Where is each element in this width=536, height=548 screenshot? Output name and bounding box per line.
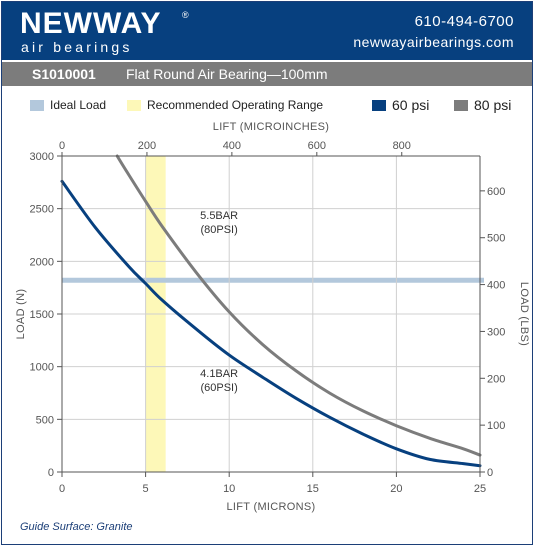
- phone-number: 610-494-6700: [414, 13, 514, 30]
- x-tick-label: 15: [307, 483, 319, 495]
- x-tick-label: 20: [390, 483, 402, 495]
- curve-annotation-0-line-0: 5.5BAR: [200, 210, 238, 222]
- legend-item-ideal-load: Ideal Load: [30, 98, 106, 112]
- y-tick-label: 0: [48, 467, 54, 479]
- y-tick-label: 500: [36, 414, 54, 426]
- chart-legend: Ideal Load Recommended Operating Range 6…: [2, 92, 532, 116]
- legend-label-ideal-load: Ideal Load: [50, 98, 107, 112]
- series-line-80-psi: [115, 154, 482, 457]
- x2-tick-label: 0: [59, 140, 65, 152]
- logo-wordmark: NEWWAY: [20, 7, 162, 40]
- y2-tick-label: 300: [487, 326, 505, 338]
- legend-label-recommended-range: Recommended Operating Range: [147, 98, 324, 112]
- x2-tick-label: 400: [223, 140, 241, 152]
- curve-annotation-1-line-0: 4.1BAR: [200, 368, 238, 380]
- guide-surface-note: Guide Surface: Granite: [20, 521, 133, 533]
- y2-tick-label: 600: [487, 186, 505, 198]
- x2-tick-label: 200: [138, 140, 156, 152]
- legend-item-80-psi: 80 psi: [454, 97, 512, 113]
- legend-label-60-psi: 60 psi: [392, 97, 430, 113]
- y-axis-title: LOAD (N): [15, 289, 27, 340]
- x-tick-label: 0: [59, 483, 65, 495]
- title-bar: S1010001 Flat Round Air Bearing—100mm: [2, 62, 532, 86]
- load-vs-lift-chart: 0 5 10 15 20 250 200 400 600 80005001000150020002…: [15, 121, 530, 513]
- legend-swatch-80-psi: [454, 99, 468, 111]
- legend-swatch-60-psi: [372, 99, 386, 111]
- website-url[interactable]: newwayairbearings.com: [353, 34, 514, 50]
- registered-mark: ®: [182, 10, 189, 20]
- x2-tick-label: 800: [393, 140, 411, 152]
- legend-swatch-recommended-range: [127, 99, 141, 111]
- y2-axis-title: LOAD (LBS): [518, 282, 530, 346]
- y2-tick-label: 500: [487, 233, 505, 245]
- x-tick-label: 25: [474, 483, 486, 495]
- legend-item-60-psi: 60 psi: [372, 97, 430, 113]
- y-tick-label: 1500: [30, 309, 54, 321]
- x-tick-label: 5: [143, 483, 149, 495]
- curve-annotation-1-line-1: (60PSI): [200, 382, 237, 394]
- y2-tick-label: 100: [487, 420, 505, 432]
- y-tick-label: 1000: [30, 362, 54, 374]
- x-axis-title: LIFT (MICRONS): [227, 501, 316, 513]
- part-number: S1010001: [32, 66, 96, 82]
- y2-tick-label: 400: [487, 280, 505, 292]
- x-tick-label: 10: [223, 483, 235, 495]
- legend-swatch-ideal-load: [30, 99, 44, 111]
- y-tick-label: 2000: [30, 256, 54, 268]
- series-line-60-psi: [60, 179, 482, 468]
- y-tick-label: 3000: [30, 151, 54, 163]
- x2-tick-label: 600: [308, 140, 326, 152]
- curve-annotation-0-line-1: (80PSI): [200, 224, 237, 236]
- y2-tick-label: 0: [487, 467, 493, 479]
- y2-tick-label: 200: [487, 373, 505, 385]
- x2-axis-title: LIFT (MICROINCHES): [213, 121, 329, 133]
- part-description: Flat Round Air Bearing—100mm: [126, 66, 328, 82]
- logo-tagline: air bearings: [21, 39, 133, 55]
- y-tick-label: 2500: [30, 204, 54, 216]
- legend-label-80-psi: 80 psi: [474, 97, 512, 113]
- header-bar: NEWWAY ® air bearings 610-494-6700 newwa…: [2, 2, 532, 60]
- legend-item-recommended-range: Recommended Operating Range: [127, 98, 323, 112]
